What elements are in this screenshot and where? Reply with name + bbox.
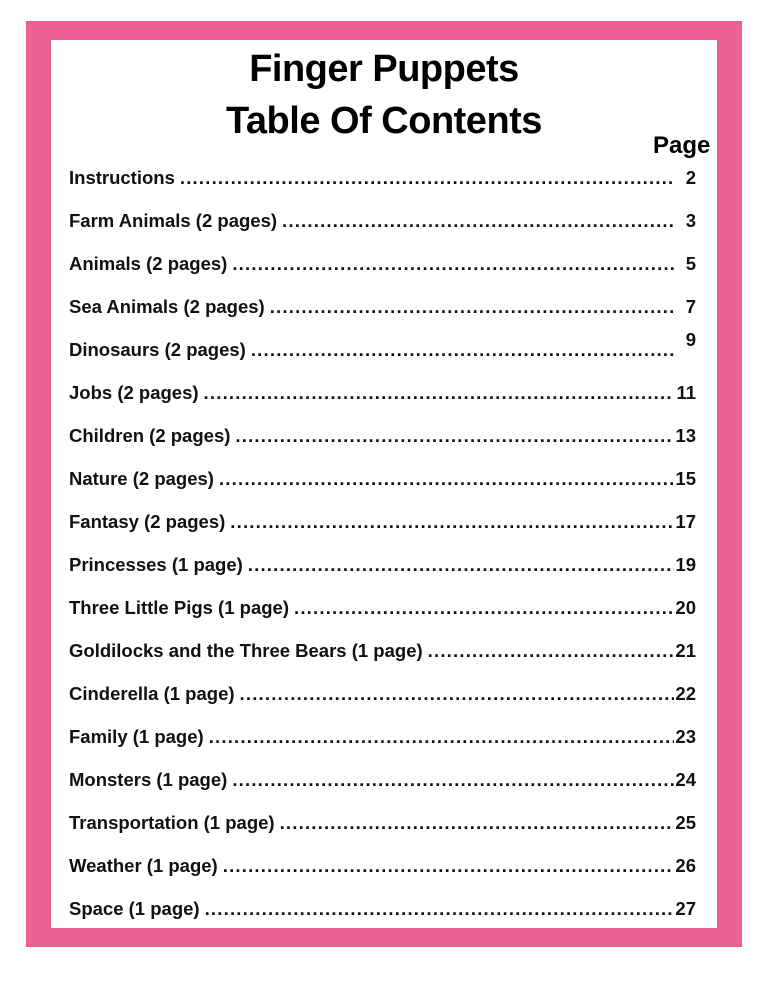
- toc-entry-label: Nature (2 pages): [69, 468, 214, 489]
- toc-entry-page: 17: [675, 511, 696, 532]
- toc-entry-page: 13: [675, 425, 696, 446]
- toc-entry-label: Instructions: [69, 167, 175, 188]
- title-line-1: Finger Puppets: [249, 48, 519, 90]
- toc-entry: Animals (2 pages).......................…: [69, 253, 674, 279]
- toc-entry-label: Three Little Pigs (1 page): [69, 597, 289, 618]
- toc-entry-page: 24: [675, 769, 696, 790]
- toc-entry-label: Animals (2 pages): [69, 253, 228, 274]
- toc-entry-page: 7: [685, 296, 696, 317]
- dot-leader: ........................................…: [203, 382, 674, 403]
- toc-entry: Weather (1 page)........................…: [69, 855, 674, 881]
- toc-entry-page: 27: [675, 898, 696, 919]
- toc-entry: Goldilocks and the Three Bears (1 page).…: [69, 640, 674, 666]
- dot-leader: ........................................…: [218, 468, 674, 489]
- toc-entry-page: 2: [685, 167, 696, 188]
- toc-entry-page: 23: [675, 726, 696, 747]
- toc-entry-page: 26: [675, 855, 696, 876]
- toc-entry-label: Weather (1 page): [69, 855, 218, 876]
- pink-border: Finger Puppets Table Of Contents Page In…: [26, 21, 742, 947]
- dot-leader: ........................................…: [269, 296, 674, 317]
- toc-entry-page: 3: [685, 210, 696, 231]
- toc-entry: Princesses (1 page).....................…: [69, 554, 674, 580]
- dot-leader: ........................................…: [282, 210, 674, 231]
- toc-entry-label: Farm Animals (2 pages): [69, 210, 278, 231]
- toc-entry-page: 20: [675, 597, 696, 618]
- toc-entry-label: Space (1 page): [69, 898, 200, 919]
- page-column-header: Page: [653, 132, 711, 159]
- dot-leader: ........................................…: [232, 769, 674, 790]
- toc-entry-label: Family (1 page): [69, 726, 204, 747]
- toc-entry: Instructions............................…: [69, 167, 674, 193]
- dot-leader: ........................................…: [239, 683, 674, 704]
- toc-entry: Space (1 page)..........................…: [69, 898, 674, 924]
- toc-entry-label: Dinosaurs (2 pages): [69, 339, 246, 360]
- dot-leader: ........................................…: [427, 640, 674, 661]
- toc-entry: Fantasy (2 pages).......................…: [69, 511, 674, 537]
- toc-entry-label: Cinderella (1 page): [69, 683, 235, 704]
- toc-entry-page: 22: [675, 683, 696, 704]
- toc-entry-label: Children (2 pages): [69, 425, 231, 446]
- dot-leader: ........................................…: [235, 425, 674, 446]
- toc-entry: Farm Animals (2 pages)..................…: [69, 210, 674, 236]
- toc-entry-label: Sea Animals (2 pages): [69, 296, 265, 317]
- toc-entry-label: Princesses (1 page): [69, 554, 243, 575]
- toc-entry-label: Fantasy (2 pages): [69, 511, 226, 532]
- toc-entry-label: Jobs (2 pages): [69, 382, 199, 403]
- toc-entry-label: Goldilocks and the Three Bears (1 page): [69, 640, 423, 661]
- toc-entry: Three Little Pigs (1 page)..............…: [69, 597, 674, 623]
- toc-entry: Family (1 page).........................…: [69, 726, 674, 752]
- toc-entry-page: 11: [676, 382, 696, 403]
- toc-entry: Transportation (1 page).................…: [69, 812, 674, 838]
- dot-leader: ........................................…: [222, 855, 674, 876]
- dot-leader: ........................................…: [232, 253, 674, 274]
- toc-entry: Dinosaurs (2 pages).....................…: [69, 339, 674, 365]
- toc-entry-page: 19: [675, 554, 696, 575]
- toc-entry: Sea Animals (2 pages)...................…: [69, 296, 674, 322]
- toc-entry-page: 9: [685, 329, 696, 350]
- dot-leader: ........................................…: [247, 554, 674, 575]
- toc-entry: Children (2 pages)......................…: [69, 425, 674, 451]
- toc-entry: Jobs (2 pages)..........................…: [69, 382, 674, 408]
- toc-page: Finger Puppets Table Of Contents Page In…: [51, 40, 717, 928]
- dot-leader: ........................................…: [230, 511, 674, 532]
- toc-entry: Monsters (1 page).......................…: [69, 769, 674, 795]
- toc-entry-page: 21: [675, 640, 696, 661]
- toc-entry-page: 15: [675, 468, 696, 489]
- dot-leader: ........................................…: [208, 726, 674, 747]
- dot-leader: ........................................…: [279, 812, 674, 833]
- toc-entry-page: 5: [685, 253, 696, 274]
- dot-leader: ........................................…: [250, 339, 674, 360]
- toc-entry-page: 25: [675, 812, 696, 833]
- toc-entry: Nature (2 pages)........................…: [69, 468, 674, 494]
- toc-entry-label: Transportation (1 page): [69, 812, 275, 833]
- title-line-2: Table Of Contents: [226, 100, 542, 142]
- dot-leader: ........................................…: [294, 597, 674, 618]
- dot-leader: ........................................…: [204, 898, 674, 919]
- toc-entry: Cinderella (1 page).....................…: [69, 683, 674, 709]
- dot-leader: ........................................…: [179, 167, 674, 188]
- toc-entry-label: Monsters (1 page): [69, 769, 228, 790]
